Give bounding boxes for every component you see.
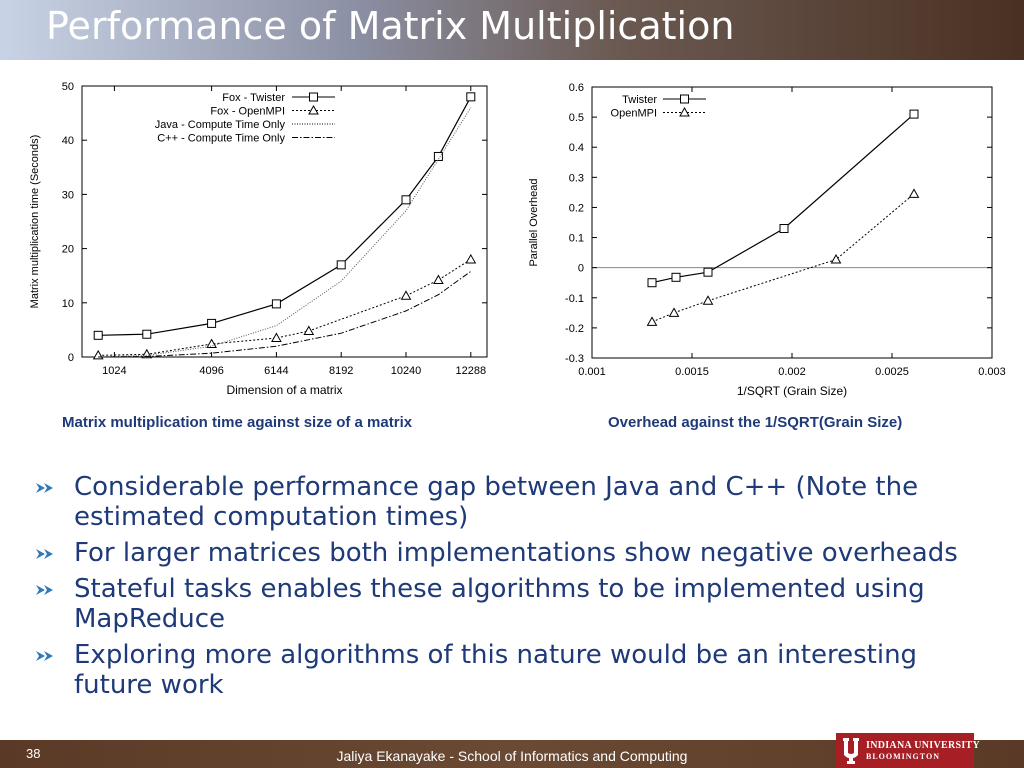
y-tick-label: -0.1 [565, 293, 584, 305]
bullet-arrow-icon [36, 483, 53, 493]
data-point [671, 272, 681, 282]
legend-label: Java - Compute Time Only [155, 119, 286, 131]
footer-text: Jaliya Ekanayake - School of Informatics… [336, 748, 688, 764]
x-tick-label: 0.0025 [875, 366, 909, 378]
x-tick-label: 10240 [391, 365, 422, 377]
data-point [909, 109, 919, 119]
bullet-arrow-icon [36, 585, 53, 595]
bullet-item: Exploring more algorithms of this nature… [36, 640, 996, 700]
right-chart-caption: Overhead against the 1/SQRT(Grain Size) [608, 414, 903, 431]
y-tick-label: 10 [62, 298, 74, 310]
bullet-list: Considerable performance gap between Jav… [36, 472, 996, 706]
y-tick-label: 0.5 [569, 112, 584, 124]
x-tick-label: 12288 [456, 365, 487, 377]
y-tick-label: 20 [62, 244, 74, 256]
y-tick-label: 0.2 [569, 202, 584, 214]
x-tick-label: 1024 [102, 365, 126, 377]
y-axis-title: Parallel Overhead [528, 178, 540, 266]
x-axis-title: Dimension of a matrix [226, 383, 342, 397]
logo-line-1: INDIANA UNIVERSITY [866, 740, 981, 751]
data-point [92, 349, 104, 360]
bullet-text: Exploring more algorithms of this nature… [74, 640, 918, 700]
slide-title: Performance of Matrix Multiplication [46, 4, 735, 48]
y-tick-label: 30 [62, 189, 74, 201]
data-point [271, 299, 281, 309]
data-point [336, 260, 346, 270]
university-logo: INDIANA UNIVERSITY BLOOMINGTON [836, 733, 980, 768]
data-point [647, 278, 657, 288]
data-point [702, 295, 714, 305]
y-tick-label: 0 [68, 352, 74, 364]
data-point [141, 348, 153, 359]
data-point [703, 267, 713, 277]
data-point [401, 195, 411, 205]
x-tick-label: 6144 [264, 365, 288, 377]
overhead-chart: 0.001 0.0015 0.002 0.0025 0.003 -0.3 -0.2 -0.1 0… [520, 74, 1015, 404]
data-point [830, 254, 842, 264]
title-bar: Performance of Matrix Multiplication [0, 0, 1024, 60]
trident-icon [843, 738, 859, 764]
data-point [142, 329, 152, 339]
legend-label: OpenMPI [611, 108, 657, 120]
y-axis-title: Matrix multiplication time (Seconds) [29, 135, 41, 309]
data-point [465, 253, 477, 264]
left-chart-caption: Matrix multiplication time against size … [62, 414, 413, 431]
x-tick-label: 0.002 [778, 366, 806, 378]
data-point [433, 274, 444, 285]
bullet-arrow-icon [36, 549, 53, 559]
legend-marker [309, 92, 318, 102]
y-tick-label: -0.2 [565, 323, 584, 335]
x-tick-label: 0.001 [578, 366, 606, 378]
legend-label: Twister [622, 94, 657, 106]
plot-frame [81, 85, 488, 358]
legend-label: C++ - Compute Time Only [157, 133, 285, 145]
bullet-item: Stateful tasks enables these algorithms … [36, 574, 996, 634]
series-line [98, 96, 472, 336]
y-tick-label: 0.1 [569, 233, 584, 245]
data-point [433, 151, 443, 161]
legend-label: Fox - Twister [222, 92, 285, 104]
bullet-text: Considerable performance gap between Jav… [74, 472, 919, 532]
matrix-time-chart: 1024 4096 6144 8192 10240 12288 0 10 20 30 40 50 Dim… [20, 74, 498, 404]
x-tick-label: 0.003 [978, 366, 1006, 378]
data-point [668, 307, 680, 317]
y-tick-label: -0.3 [565, 353, 584, 365]
bullet-text: For larger matrices both implementations… [74, 538, 958, 568]
series-line [651, 193, 915, 323]
data-point [646, 316, 658, 326]
x-tick-label: 0.0015 [675, 366, 709, 378]
series-line [651, 113, 915, 284]
data-point [93, 330, 103, 340]
data-point [271, 332, 282, 343]
bullet-arrow-icon [36, 651, 53, 661]
y-tick-label: 0.4 [569, 142, 584, 154]
data-point [779, 224, 789, 234]
page-number: 38 [26, 746, 41, 761]
data-point [303, 325, 315, 335]
y-tick-label: 50 [62, 81, 74, 93]
data-point [206, 338, 217, 348]
y-tick-label: 0.6 [569, 82, 584, 94]
logo-line-2: BLOOMINGTON [866, 752, 940, 761]
series-line [98, 270, 472, 358]
bullet-text: Stateful tasks enables these algorithms … [74, 574, 925, 634]
data-point [466, 92, 476, 102]
y-tick-label: 0.3 [569, 172, 584, 184]
legend-marker [679, 106, 690, 117]
bullet-item: For larger matrices both implementations… [36, 538, 996, 568]
bullet-item: Considerable performance gap between Jav… [36, 472, 996, 532]
data-point [908, 188, 920, 198]
x-tick-label: 4096 [199, 365, 223, 377]
series-line [98, 258, 472, 356]
series-line [98, 107, 472, 358]
legend-label: Fox - OpenMPI [210, 106, 285, 118]
data-point [400, 290, 412, 300]
data-point [207, 318, 217, 328]
y-tick-label: 40 [62, 135, 74, 147]
legend-marker [680, 94, 689, 104]
x-tick-label: 8192 [329, 365, 353, 377]
y-tick-label: 0 [578, 263, 584, 275]
legend-marker [308, 104, 319, 115]
x-axis-title: 1/SQRT (Grain Size) [737, 384, 847, 398]
